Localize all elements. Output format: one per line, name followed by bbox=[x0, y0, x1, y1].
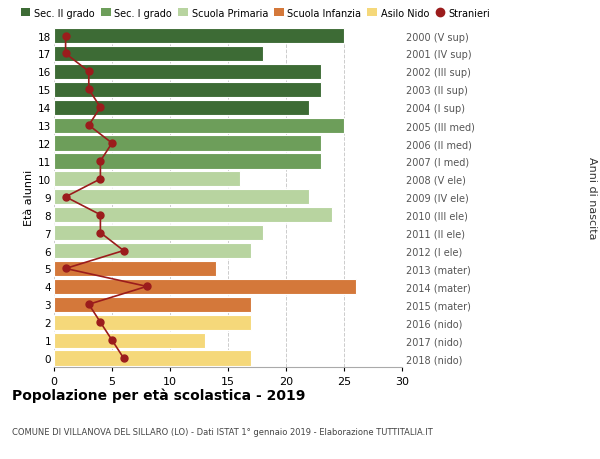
Point bbox=[84, 301, 94, 308]
Bar bbox=[54, 101, 309, 116]
Y-axis label: Età alunni: Età alunni bbox=[24, 169, 34, 225]
Bar bbox=[54, 225, 263, 241]
Point bbox=[95, 212, 105, 219]
Point bbox=[142, 283, 152, 291]
Bar bbox=[54, 47, 263, 62]
Legend: Sec. II grado, Sec. I grado, Scuola Primaria, Scuola Infanzia, Asilo Nido, Stran: Sec. II grado, Sec. I grado, Scuola Prim… bbox=[17, 5, 494, 22]
Point bbox=[61, 33, 70, 40]
Bar bbox=[54, 333, 205, 348]
Bar bbox=[54, 261, 217, 276]
Bar bbox=[54, 190, 309, 205]
Point bbox=[84, 68, 94, 76]
Bar bbox=[54, 83, 321, 98]
Text: COMUNE DI VILLANOVA DEL SILLARO (LO) - Dati ISTAT 1° gennaio 2019 - Elaborazione: COMUNE DI VILLANOVA DEL SILLARO (LO) - D… bbox=[12, 427, 433, 436]
Text: Anni di nascita: Anni di nascita bbox=[587, 156, 597, 239]
Point bbox=[107, 140, 117, 147]
Point bbox=[119, 355, 128, 362]
Bar bbox=[54, 65, 321, 80]
Point bbox=[107, 337, 117, 344]
Bar bbox=[54, 154, 321, 169]
Point bbox=[95, 158, 105, 165]
Point bbox=[61, 194, 70, 201]
Bar bbox=[54, 297, 251, 312]
Point bbox=[61, 265, 70, 273]
Bar bbox=[54, 136, 321, 151]
Bar bbox=[54, 279, 356, 294]
Bar bbox=[54, 118, 344, 134]
Point bbox=[95, 104, 105, 112]
Bar bbox=[54, 351, 251, 366]
Bar bbox=[54, 172, 239, 187]
Point bbox=[119, 247, 128, 255]
Bar bbox=[54, 315, 251, 330]
Point bbox=[84, 86, 94, 94]
Point bbox=[61, 50, 70, 58]
Bar bbox=[54, 243, 251, 258]
Point bbox=[95, 319, 105, 326]
Bar bbox=[54, 207, 332, 223]
Point bbox=[84, 122, 94, 129]
Point bbox=[95, 230, 105, 237]
Bar bbox=[54, 29, 344, 44]
Point bbox=[95, 176, 105, 183]
Text: Popolazione per età scolastica - 2019: Popolazione per età scolastica - 2019 bbox=[12, 388, 305, 403]
